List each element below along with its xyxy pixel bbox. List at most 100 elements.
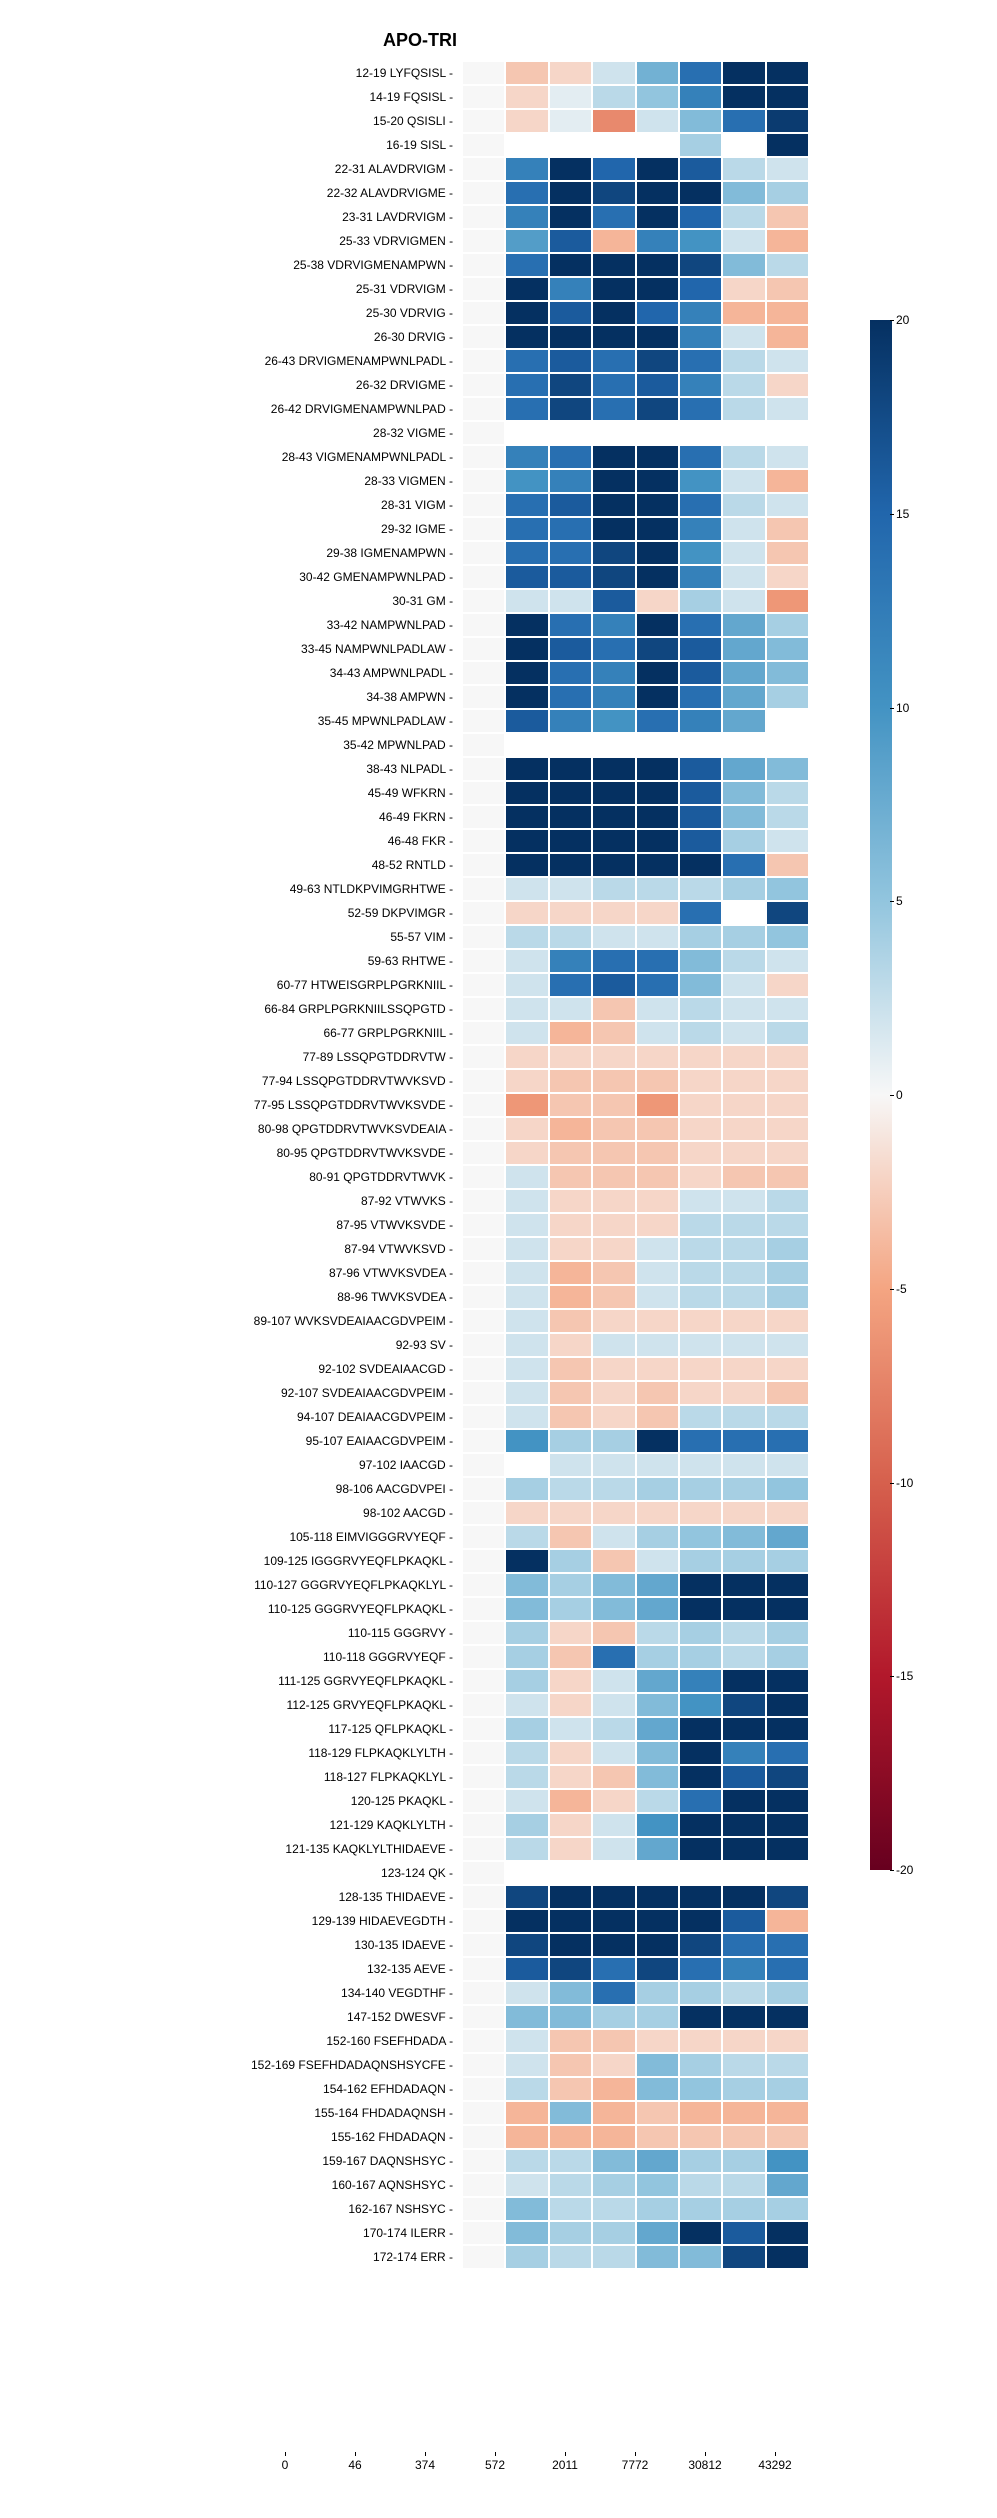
heatmap-cell: [592, 397, 635, 421]
heatmap-cell: [722, 541, 765, 565]
x-tick-label: 0: [250, 2458, 320, 2472]
heatmap-cell: [462, 349, 505, 373]
heatmap-cell: [679, 325, 722, 349]
heatmap-cell: [679, 1429, 722, 1453]
heatmap-cell: [505, 973, 548, 997]
heatmap-cell: [679, 565, 722, 589]
heatmap-cell: [722, 853, 765, 877]
heatmap-cell: [722, 1597, 765, 1621]
colorbar-tick: -15: [896, 1669, 913, 1683]
heatmap-cell: [505, 1453, 548, 1477]
heatmap-cell: [766, 709, 809, 733]
heatmap-cell: [679, 157, 722, 181]
heatmap-cell: [636, 613, 679, 637]
heatmap-cell: [505, 517, 548, 541]
heatmap-cell: [766, 1957, 809, 1981]
heatmap-cell: [636, 1357, 679, 1381]
heatmap-cell: [462, 2029, 505, 2053]
y-tick-label: 172-174 ERR -: [250, 2245, 462, 2269]
heatmap-cell: [505, 2245, 548, 2269]
heatmap-cell: [766, 1429, 809, 1453]
heatmap-cell: [766, 1237, 809, 1261]
heatmap-cell: [722, 2101, 765, 2125]
heatmap-cell: [549, 733, 592, 757]
heatmap-cell: [679, 997, 722, 1021]
x-tick-label: 46: [320, 2458, 390, 2472]
heatmap-cell: [592, 181, 635, 205]
heatmap-cell: [549, 1213, 592, 1237]
heatmap-cell: [679, 1981, 722, 2005]
heatmap-cell: [592, 1933, 635, 1957]
heatmap-cell: [766, 1669, 809, 1693]
heatmap-cell: [462, 685, 505, 709]
x-tick-label: 374: [390, 2458, 460, 2472]
heatmap-cell: [505, 1549, 548, 1573]
heatmap-cell: [549, 757, 592, 781]
colorbar-tick: 5: [896, 894, 903, 908]
y-tick-label: 26-32 DRVIGME -: [250, 373, 462, 397]
heatmap-cell: [722, 2173, 765, 2197]
heatmap-cell: [722, 1621, 765, 1645]
heatmap-cell: [636, 781, 679, 805]
heatmap-cell: [679, 1021, 722, 1045]
y-tick-label: 77-89 LSSQPGTDDRVTW -: [250, 1045, 462, 1069]
heatmap-cell: [766, 2221, 809, 2245]
heatmap-cell: [549, 181, 592, 205]
heatmap-cell: [592, 781, 635, 805]
heatmap-cell: [679, 829, 722, 853]
colorbar-tick: 20: [896, 313, 909, 327]
heatmap-cell: [679, 1477, 722, 1501]
y-tick-label: 88-96 TWVKSVDEA -: [250, 1285, 462, 1309]
heatmap-cell: [549, 1813, 592, 1837]
heatmap-cell: [549, 1237, 592, 1261]
heatmap-cell: [679, 589, 722, 613]
heatmap-cell: [722, 1501, 765, 1525]
heatmap-cell: [505, 2125, 548, 2149]
heatmap-cell: [462, 2221, 505, 2245]
heatmap-cell: [679, 1549, 722, 1573]
heatmap-cell: [679, 2245, 722, 2269]
heatmap-cell: [636, 1141, 679, 1165]
heatmap-cell: [505, 1045, 548, 1069]
heatmap-cell: [592, 901, 635, 925]
heatmap-cell: [592, 829, 635, 853]
heatmap-cell: [636, 1477, 679, 1501]
heatmap-cell: [679, 1093, 722, 1117]
y-tick-label: 92-93 SV -: [250, 1333, 462, 1357]
heatmap-cell: [679, 1741, 722, 1765]
heatmap-cell: [722, 901, 765, 925]
heatmap-cell: [766, 1453, 809, 1477]
heatmap-cell: [722, 1357, 765, 1381]
heatmap-cell: [766, 1717, 809, 1741]
heatmap-cell: [636, 1861, 679, 1885]
heatmap-cell: [722, 133, 765, 157]
heatmap-cell: [505, 589, 548, 613]
heatmap-cell: [679, 925, 722, 949]
heatmap-cell: [505, 877, 548, 901]
heatmap-cell: [462, 1261, 505, 1285]
heatmap-cell: [505, 565, 548, 589]
y-tick-label: 12-19 LYFQSISL -: [250, 61, 462, 85]
heatmap-cell: [766, 229, 809, 253]
heatmap-cell: [722, 1813, 765, 1837]
heatmap-cell: [636, 877, 679, 901]
heatmap-cell: [462, 517, 505, 541]
heatmap-cell: [462, 1477, 505, 1501]
heatmap-cell: [636, 1621, 679, 1645]
heatmap-cell: [636, 1429, 679, 1453]
heatmap-cell: [592, 1453, 635, 1477]
heatmap-cell: [549, 613, 592, 637]
heatmap-cell: [636, 2029, 679, 2053]
y-tick-label: 59-63 RHTWE -: [250, 949, 462, 973]
y-tick-label: 159-167 DAQNSHSYC -: [250, 2149, 462, 2173]
heatmap-cell: [505, 949, 548, 973]
heatmap-cell: [636, 925, 679, 949]
heatmap-cell: [592, 1861, 635, 1885]
heatmap-cell: [722, 1213, 765, 1237]
heatmap-cell: [505, 133, 548, 157]
heatmap-cell: [462, 1141, 505, 1165]
heatmap-cell: [592, 733, 635, 757]
heatmap-cell: [549, 565, 592, 589]
heatmap-cell: [505, 1477, 548, 1501]
heatmap-cell: [636, 229, 679, 253]
